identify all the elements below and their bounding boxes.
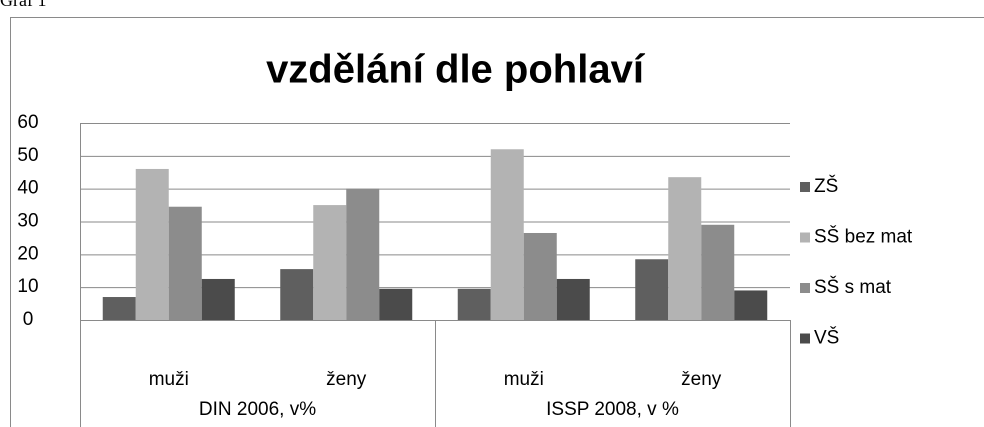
bar — [556, 278, 590, 320]
x-tick-label: ženy — [326, 369, 367, 390]
bar — [734, 290, 768, 320]
bar — [280, 269, 314, 320]
bar — [668, 177, 702, 320]
y-tick-label: 30 — [17, 211, 38, 232]
bar — [313, 205, 347, 320]
bar — [457, 288, 491, 320]
y-tick-label: 10 — [17, 276, 38, 297]
legend-label: SŠ bez mat — [814, 226, 913, 248]
bar — [635, 259, 669, 320]
x-tick-label: muži — [504, 369, 544, 390]
x-tick-label: muži — [149, 369, 189, 390]
legend-swatch — [800, 333, 810, 344]
bar — [201, 278, 235, 320]
bar — [102, 297, 136, 320]
legend-label: ZŠ — [814, 175, 838, 197]
group-label: ISSP 2008, v % — [546, 399, 679, 420]
chart-frame — [10, 17, 984, 427]
y-tick-label: 20 — [17, 243, 38, 264]
legend-swatch — [800, 283, 810, 293]
legend-label: VŠ — [814, 327, 839, 349]
bar — [523, 232, 557, 320]
x-tick-label: ženy — [681, 369, 722, 390]
y-tick-label: 0 — [23, 309, 34, 330]
caption: Graf 1 — [0, 0, 46, 10]
legend-swatch — [800, 182, 810, 192]
legend-label: SŠ s mat — [814, 276, 892, 298]
bar — [346, 188, 380, 320]
legend-swatch — [800, 232, 810, 243]
y-tick-label: 40 — [17, 178, 38, 199]
chart-title: vzdělání dle pohlaví — [266, 48, 646, 92]
bar — [135, 168, 169, 320]
bar — [168, 206, 202, 320]
bar — [490, 149, 524, 320]
group-label: DIN 2006, v% — [199, 399, 316, 420]
y-tick-label: 50 — [17, 145, 38, 166]
bar — [701, 224, 735, 320]
y-tick-label: 60 — [17, 112, 38, 133]
bar — [379, 288, 413, 320]
